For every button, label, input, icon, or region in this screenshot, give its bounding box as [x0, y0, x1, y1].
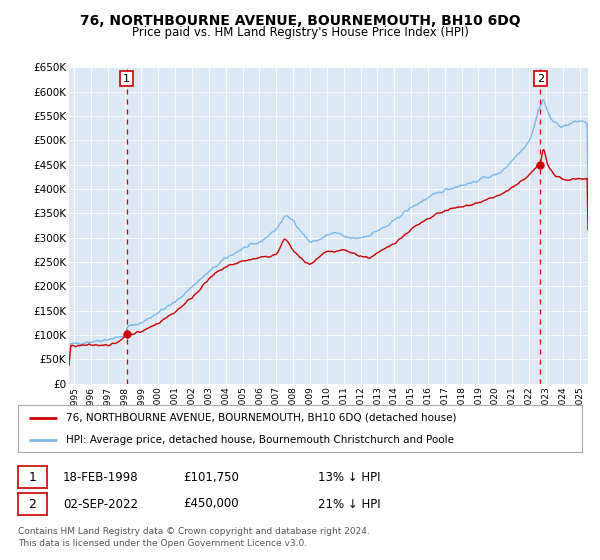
Text: 2: 2: [28, 497, 37, 511]
Text: 76, NORTHBOURNE AVENUE, BOURNEMOUTH, BH10 6DQ: 76, NORTHBOURNE AVENUE, BOURNEMOUTH, BH1…: [80, 14, 520, 28]
Text: 21% ↓ HPI: 21% ↓ HPI: [318, 497, 380, 511]
Text: HPI: Average price, detached house, Bournemouth Christchurch and Poole: HPI: Average price, detached house, Bour…: [66, 435, 454, 445]
Text: 1: 1: [28, 470, 37, 484]
Text: £450,000: £450,000: [183, 497, 239, 511]
Text: 13% ↓ HPI: 13% ↓ HPI: [318, 470, 380, 484]
Text: £101,750: £101,750: [183, 470, 239, 484]
Text: 2: 2: [537, 73, 544, 83]
Text: 76, NORTHBOURNE AVENUE, BOURNEMOUTH, BH10 6DQ (detached house): 76, NORTHBOURNE AVENUE, BOURNEMOUTH, BH1…: [66, 413, 457, 423]
Text: 02-SEP-2022: 02-SEP-2022: [63, 497, 138, 511]
Text: Contains HM Land Registry data © Crown copyright and database right 2024.
This d: Contains HM Land Registry data © Crown c…: [18, 527, 370, 548]
Text: 1: 1: [123, 73, 130, 83]
Text: Price paid vs. HM Land Registry's House Price Index (HPI): Price paid vs. HM Land Registry's House …: [131, 26, 469, 39]
Text: 18-FEB-1998: 18-FEB-1998: [63, 470, 139, 484]
